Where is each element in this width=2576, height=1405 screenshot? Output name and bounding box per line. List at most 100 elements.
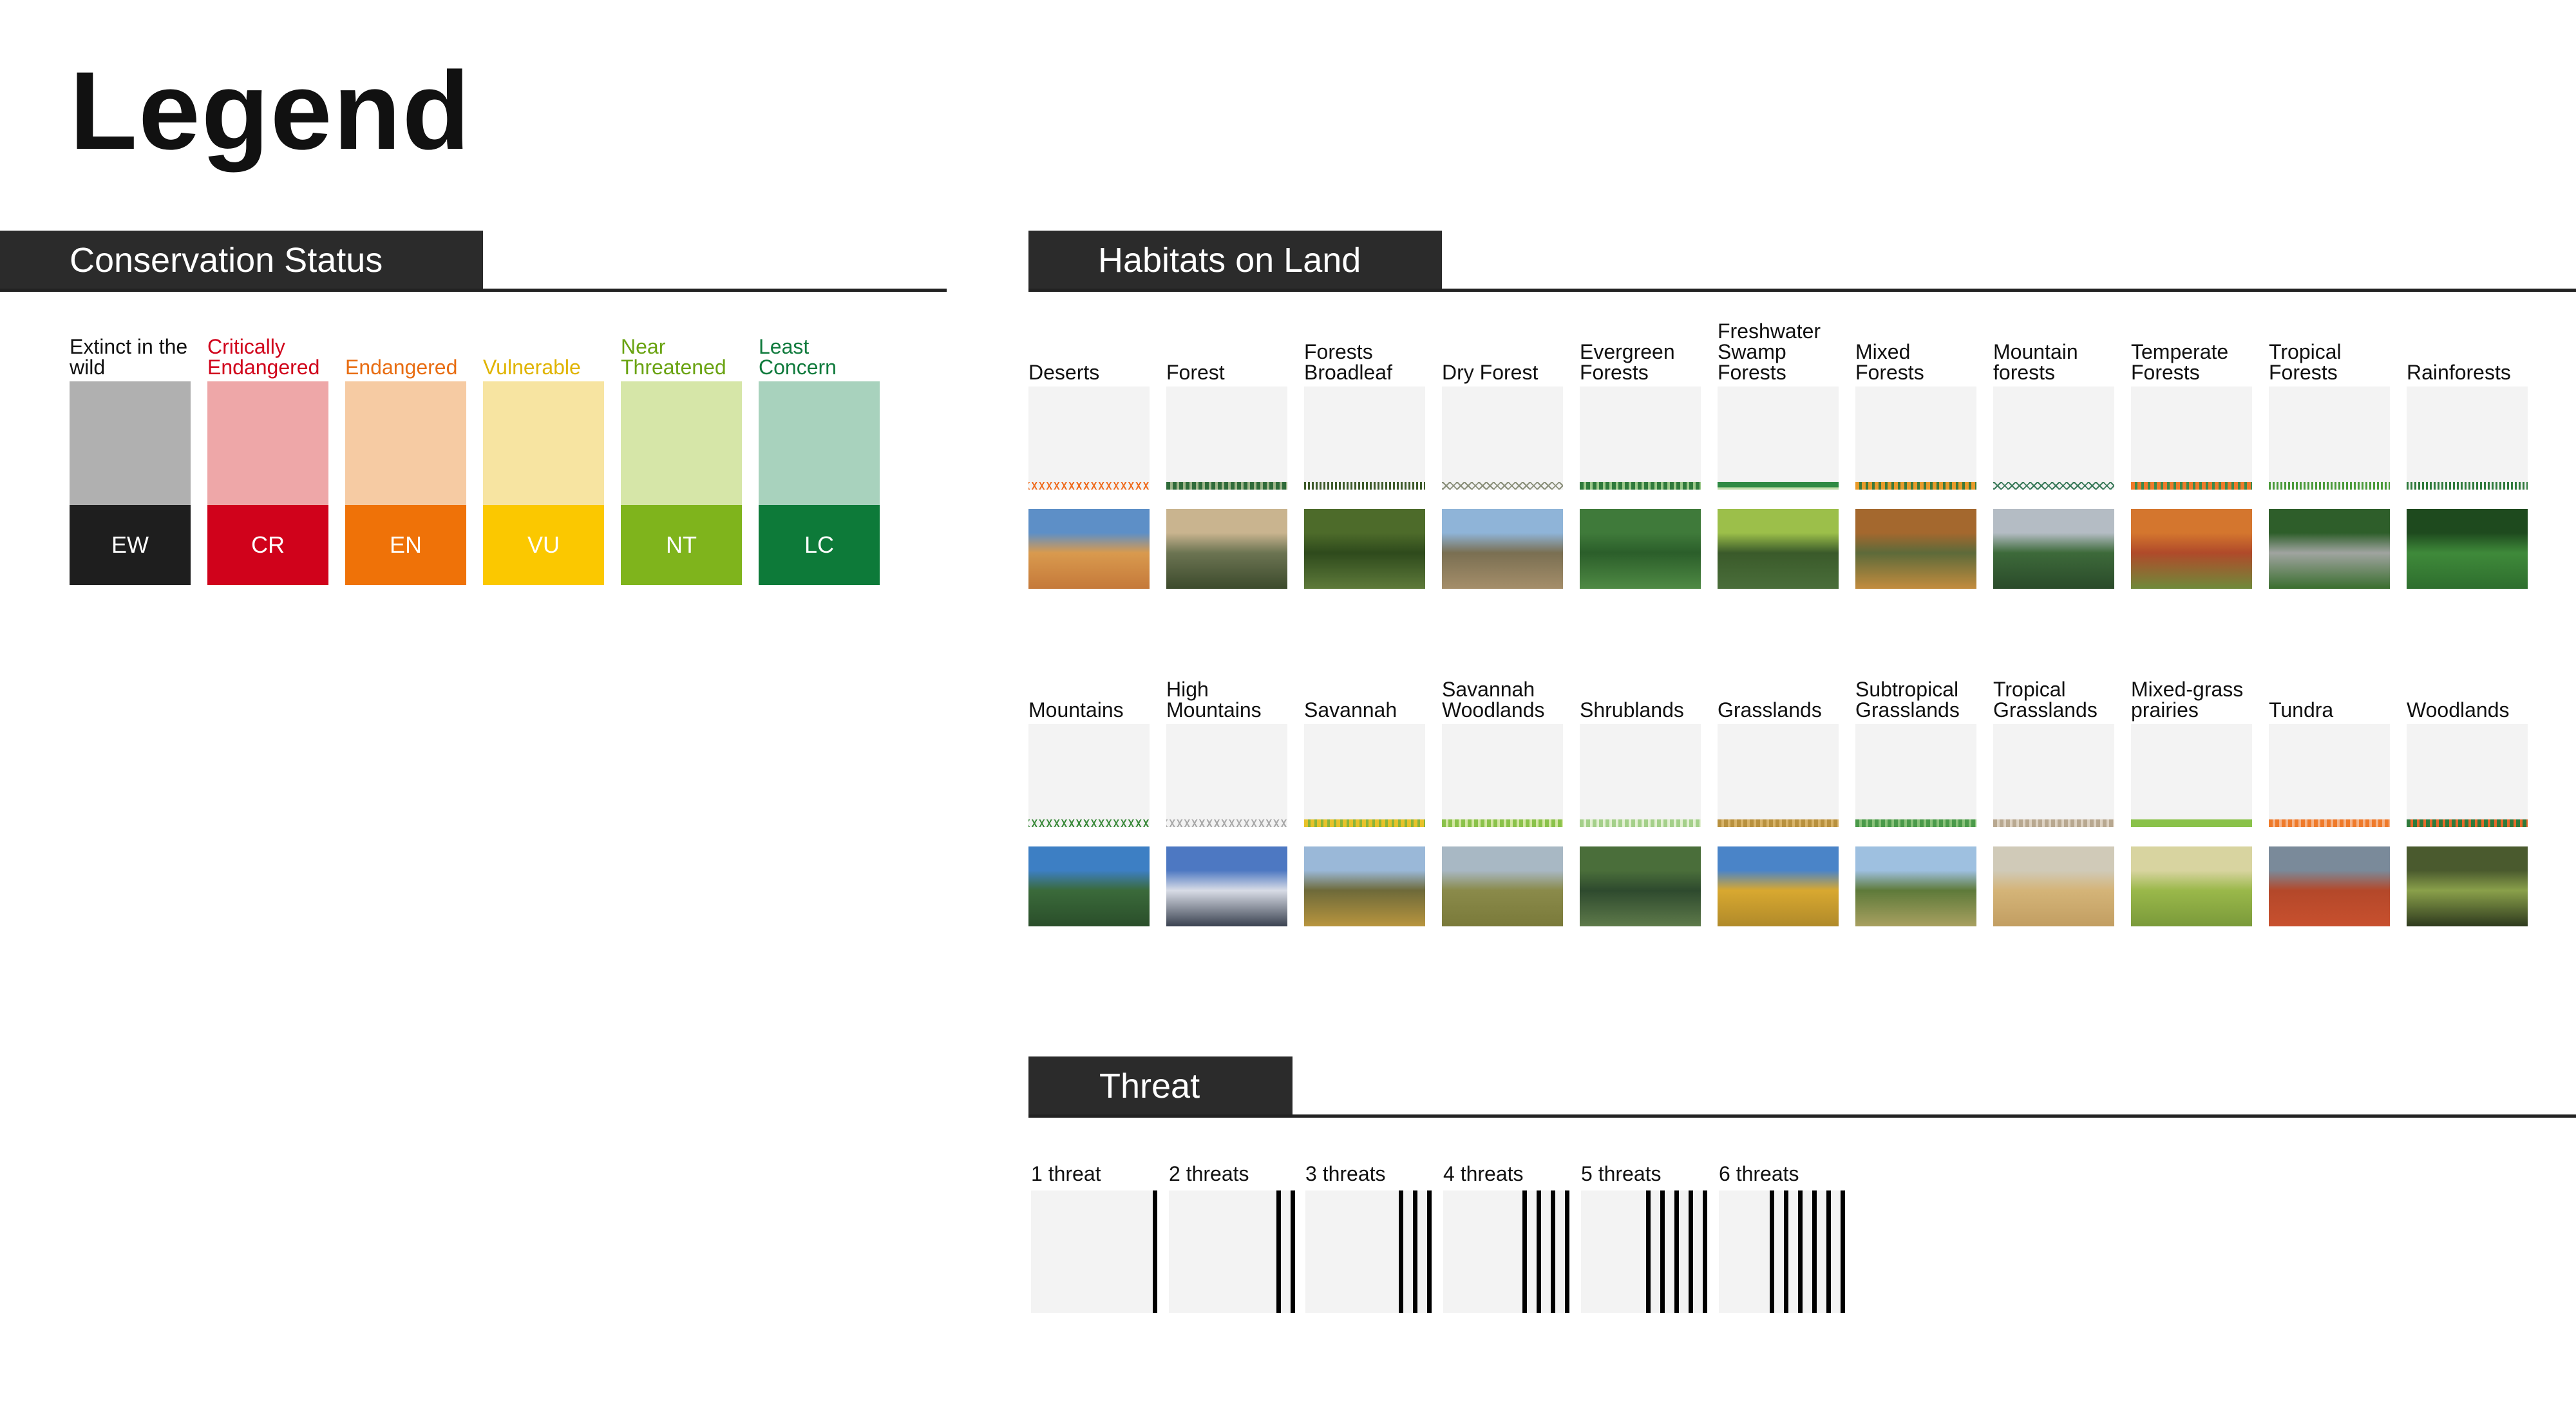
threat-bar [1660, 1190, 1665, 1313]
habitat-pattern [1442, 819, 1563, 827]
habitat-label: High Mountains [1166, 678, 1262, 722]
threat-bar [1826, 1190, 1831, 1313]
habitat-item: Forests Broadleaf [1304, 322, 1425, 589]
habitat-photo [1580, 509, 1701, 589]
habitat-photo [1993, 509, 2114, 589]
habitat-pattern [1580, 819, 1701, 827]
habitat-pattern [2131, 819, 2252, 827]
conservation-status-heading: Conservation Status [0, 231, 483, 290]
conservation-status-heading-text: Conservation Status [70, 241, 383, 280]
habitat-item: Dry Forest [1442, 322, 1563, 589]
threat-label: 2 threats [1169, 1162, 1249, 1185]
habitat-swatch [1442, 387, 1563, 490]
habitat-photo [1718, 846, 1839, 926]
status-code-badge: LC [759, 505, 880, 585]
habitat-photo [1304, 846, 1425, 926]
habitat-swatch [2269, 387, 2390, 490]
habitat-swatch [2407, 724, 2528, 827]
habitat-photo [2407, 509, 2528, 589]
threat-bar [1812, 1190, 1817, 1313]
habitat-pattern [1166, 819, 1287, 827]
habitats-heading-text: Habitats on Land [1098, 241, 1361, 280]
status-cr: Critically Endangered CR [207, 330, 328, 585]
status-label: Vulnerable [483, 356, 581, 379]
habitat-pattern [1166, 482, 1287, 490]
threat-swatch [1031, 1190, 1157, 1313]
habitat-label: Tundra [2269, 698, 2334, 722]
habitat-swatch [1580, 724, 1701, 827]
habitat-swatch [1580, 387, 1701, 490]
habitat-swatch [2269, 724, 2390, 827]
habitat-swatch [1718, 724, 1839, 827]
threat-bar [1841, 1190, 1845, 1313]
habitat-photo [2131, 846, 2252, 926]
threat-bar [1551, 1190, 1555, 1313]
habitat-label: Mixed-grass prairies [2131, 678, 2244, 722]
habitat-item: Mixed-grass prairies [2131, 660, 2252, 926]
habitat-pattern [1993, 482, 2114, 490]
status-light-swatch [207, 381, 328, 505]
habitat-swatch [2407, 387, 2528, 490]
habitat-item: Temperate Forests [2131, 322, 2252, 589]
status-code-badge: EW [70, 505, 191, 585]
threat-bar [1153, 1190, 1157, 1313]
status-light-swatch [759, 381, 880, 505]
habitat-item: Deserts [1028, 322, 1150, 589]
status-code-badge: VU [483, 505, 604, 585]
habitat-label: Temperate Forests [2131, 340, 2229, 384]
habitat-photo [1580, 846, 1701, 926]
threat-label: 6 threats [1719, 1162, 1799, 1185]
habitat-swatch [1718, 387, 1839, 490]
threat-swatch [1581, 1190, 1707, 1313]
habitat-item: Mixed Forests [1855, 322, 1976, 589]
status-light-swatch [70, 381, 191, 505]
threat-item: 1 threat [1031, 1160, 1157, 1313]
status-code-badge: EN [345, 505, 466, 585]
habitat-item: Savannah [1304, 660, 1425, 926]
threat-item: 4 threats [1443, 1160, 1569, 1313]
threat-divider [1028, 1114, 2576, 1118]
habitat-photo [1442, 846, 1563, 926]
habitat-swatch [1304, 724, 1425, 827]
habitat-label: Mixed Forests [1855, 340, 1924, 384]
habitat-label: Tropical Grasslands [1993, 678, 2098, 722]
habitat-photo [1028, 509, 1150, 589]
status-light-swatch [621, 381, 742, 505]
threat-bar [1522, 1190, 1527, 1313]
status-label: Endangered [345, 356, 458, 379]
habitat-item: Rainforests [2407, 322, 2528, 589]
status-ew: Extinct in the wild EW [70, 330, 191, 585]
threat-bar [1703, 1190, 1707, 1313]
status-vu: Vulnerable VU [483, 330, 604, 585]
habitat-label: Mountains [1028, 698, 1124, 722]
habitat-label: Forests Broadleaf [1304, 340, 1392, 384]
habitat-label: Tropical Forests [2269, 340, 2342, 384]
threat-bar [1413, 1190, 1417, 1313]
status-label: Critically Endangered [207, 335, 320, 379]
habitat-label: Forest [1166, 361, 1225, 384]
habitat-pattern [1304, 482, 1425, 490]
habitat-photo [1855, 509, 1976, 589]
threat-item: 6 threats [1719, 1160, 1845, 1313]
habitat-item: Tropical Grasslands [1993, 660, 2114, 926]
status-nt: Near Threatened NT [621, 330, 742, 585]
habitat-photo [1304, 509, 1425, 589]
threat-item: 2 threats [1169, 1160, 1295, 1313]
habitat-swatch [1442, 724, 1563, 827]
threat-bar [1291, 1190, 1295, 1313]
habitats-heading: Habitats on Land [1028, 231, 1442, 290]
threat-bar [1784, 1190, 1788, 1313]
habitat-pattern [2407, 482, 2528, 490]
status-code-badge: NT [621, 505, 742, 585]
habitat-label: Evergreen Forests [1580, 340, 1675, 384]
threat-bar [1770, 1190, 1774, 1313]
threat-swatch [1719, 1190, 1845, 1313]
threat-bar [1798, 1190, 1803, 1313]
status-label: Extinct in the wild [70, 335, 188, 379]
habitat-label: Woodlands [2407, 698, 2510, 722]
habitat-photo [2269, 509, 2390, 589]
threat-swatch [1443, 1190, 1569, 1313]
status-en: Endangered EN [345, 330, 466, 585]
threat-bar [1427, 1190, 1432, 1313]
habitat-photo [1166, 509, 1287, 589]
